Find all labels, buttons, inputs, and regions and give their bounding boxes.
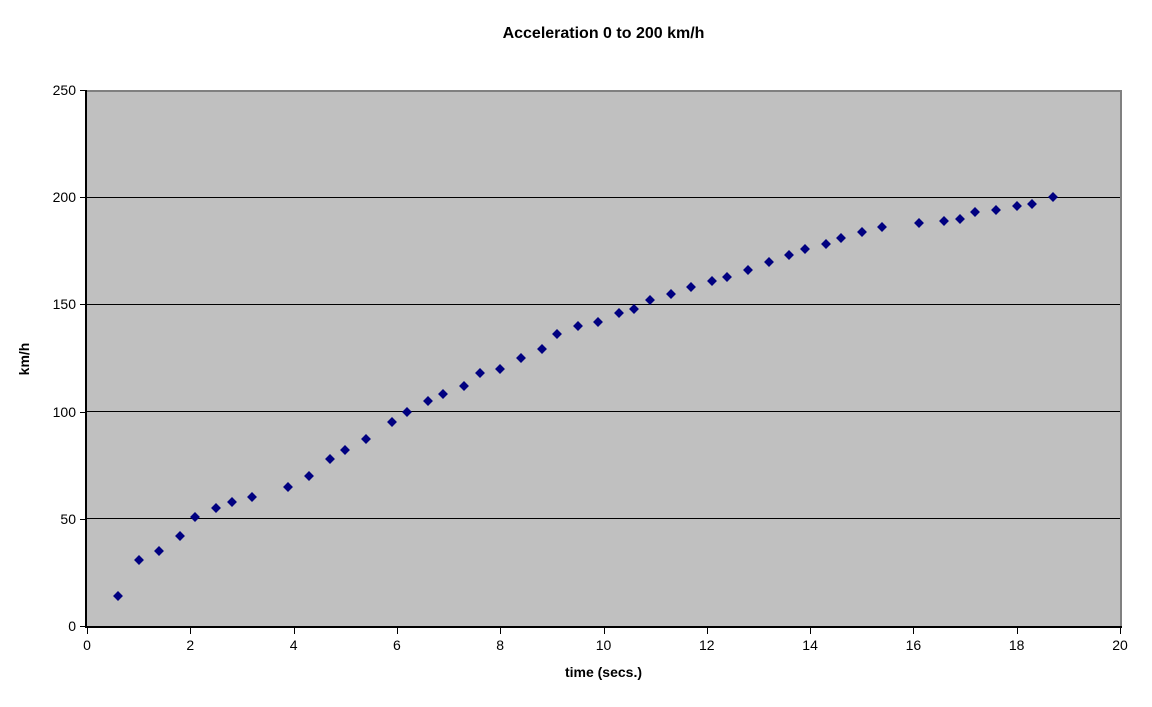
x-axis-tick: [293, 628, 295, 634]
y-gridline: [87, 411, 1120, 413]
y-axis-tick: [80, 304, 86, 306]
x-axis-tick-label: 16: [905, 637, 922, 653]
x-axis-tick-label: 6: [392, 637, 401, 653]
x-axis-tick: [913, 628, 915, 634]
y-axis-tick-label: 50: [60, 510, 76, 527]
x-axis-tick-label: 0: [83, 637, 91, 653]
y-axis-tick-label: 200: [52, 189, 76, 206]
x-axis-tick: [1120, 628, 1121, 634]
x-axis-tick: [1016, 628, 1018, 634]
y-axis-tick: [80, 197, 86, 199]
x-axis-tick-label: 14: [802, 637, 818, 653]
x-axis-title: time (secs.): [564, 664, 643, 680]
x-axis-tick: [87, 628, 88, 634]
x-axis-tick-label: 20: [1112, 637, 1128, 653]
x-axis-tick: [810, 628, 812, 634]
y-axis-tick: [80, 411, 86, 413]
y-axis-title: km/h: [16, 342, 32, 376]
y-axis-tick-label: 0: [68, 618, 76, 634]
plot-border-right: [1120, 90, 1122, 626]
x-axis-tick-label: 2: [186, 637, 195, 653]
x-axis-tick-label: 18: [1008, 637, 1025, 653]
y-gridline: [87, 196, 1120, 198]
x-axis-tick: [500, 628, 502, 634]
y-axis-tick: [80, 90, 86, 91]
y-axis-tick: [80, 518, 86, 520]
x-axis-tick: [396, 628, 398, 634]
x-axis-tick-label: 10: [595, 637, 612, 653]
y-axis-tick-label: 150: [52, 296, 76, 313]
y-axis-line: [85, 90, 87, 628]
y-axis-tick-label: 100: [52, 403, 76, 420]
y-axis-tick-label: 250: [52, 82, 76, 98]
x-axis-tick: [190, 628, 192, 634]
y-axis-tick: [80, 626, 86, 627]
y-gridline: [87, 303, 1120, 305]
x-axis-tick-label: 8: [496, 637, 505, 653]
x-axis-tick: [706, 628, 708, 634]
x-axis-tick: [603, 628, 605, 634]
y-gridline: [87, 518, 1120, 520]
x-axis-line: [85, 626, 1122, 628]
plot-area: [87, 90, 1120, 626]
plot-border-top: [87, 90, 1122, 92]
x-axis-tick-label: 4: [289, 637, 298, 653]
x-axis-tick-label: 12: [699, 637, 715, 653]
chart-title: Acceleration 0 to 200 km/h: [502, 25, 705, 42]
